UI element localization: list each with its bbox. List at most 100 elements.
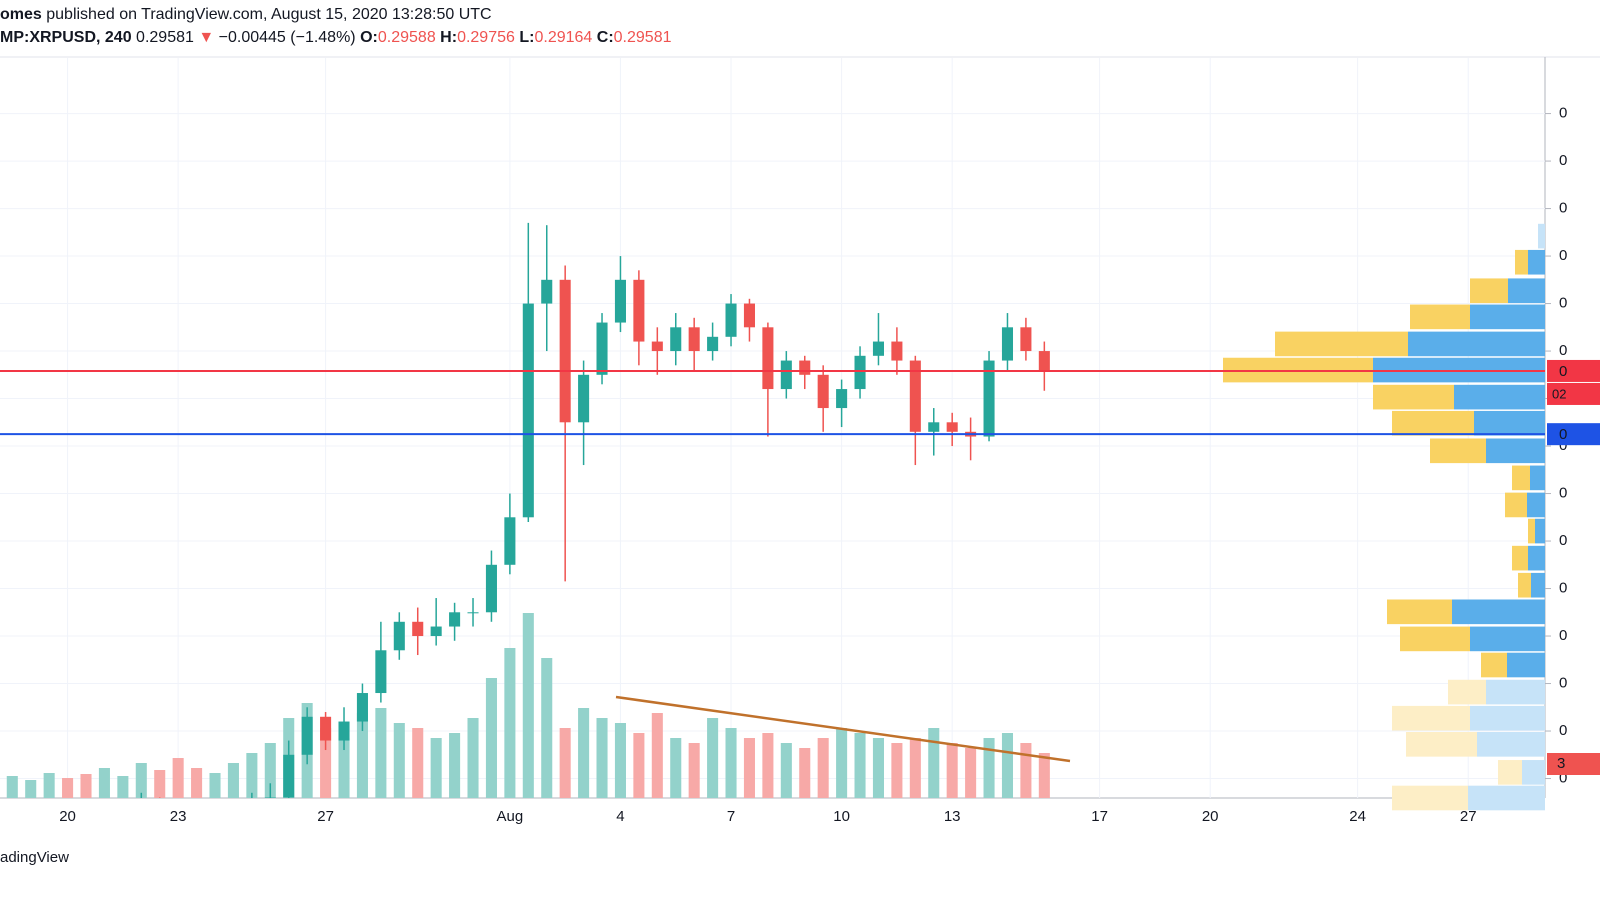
candle-body xyxy=(743,303,755,328)
y-tick-label: 0 xyxy=(1559,532,1567,549)
price-badge-label: 0 xyxy=(1559,363,1567,380)
volume-bar xyxy=(1038,753,1050,798)
candle-body xyxy=(780,360,792,390)
candle-body xyxy=(614,279,626,323)
y-tick-label: 0 xyxy=(1559,295,1567,312)
volume-bar xyxy=(725,728,737,798)
volume-bar xyxy=(707,718,719,798)
y-tick-label: 0 xyxy=(1559,722,1567,739)
candle-body xyxy=(412,621,424,637)
x-tick-label: 27 xyxy=(317,808,334,825)
x-tick-label: 10 xyxy=(833,808,850,825)
high: 0.29756 xyxy=(457,29,515,46)
header-line: omes published on TradingView.com, Augus… xyxy=(0,6,492,23)
volume-bar xyxy=(909,738,921,798)
profile-blue xyxy=(1470,304,1545,330)
volume-bar xyxy=(799,748,811,798)
y-tick-label: 0 xyxy=(1559,580,1567,597)
candle-body xyxy=(504,517,516,565)
candle-body xyxy=(301,716,313,755)
footer-brand: adingView xyxy=(0,849,69,866)
volume-bar xyxy=(6,776,18,798)
volume-bar xyxy=(393,723,405,798)
profile-yellow xyxy=(1387,599,1452,625)
profile-blue xyxy=(1470,626,1545,652)
volume-bar xyxy=(946,743,958,798)
volume-badge xyxy=(1547,753,1600,775)
volume-bar xyxy=(62,778,74,798)
y-tick-label: 0 xyxy=(1559,342,1567,359)
x-tick-label: 27 xyxy=(1460,808,1477,825)
candle-body xyxy=(338,721,350,741)
profile-yellow xyxy=(1392,705,1470,731)
y-tick-label: 0 xyxy=(1559,105,1567,122)
profile-blue xyxy=(1528,545,1545,571)
volume-bar xyxy=(375,708,387,798)
candle-body xyxy=(891,341,903,361)
volume-bar xyxy=(965,748,977,798)
profile-yellow xyxy=(1275,331,1408,357)
volume-bar xyxy=(191,768,203,798)
volume-bar xyxy=(651,713,663,798)
candle-body xyxy=(485,564,497,613)
candle-body xyxy=(1001,327,1014,361)
profile-blue xyxy=(1508,278,1545,304)
profile-blue xyxy=(1531,572,1545,598)
volume-bar xyxy=(817,738,829,798)
profile-yellow xyxy=(1470,278,1508,304)
y-tick-label: 0 xyxy=(1559,769,1567,786)
profile-blue xyxy=(1468,785,1545,811)
profile-blue xyxy=(1454,384,1545,410)
x-tick-label: Aug xyxy=(497,808,524,825)
y-tick-label: 0 xyxy=(1559,247,1567,264)
candle-body xyxy=(946,422,958,432)
profile-yellow xyxy=(1392,785,1468,811)
price-badge-label: 0 xyxy=(1559,426,1567,443)
candle-body xyxy=(541,279,553,304)
volume-bar xyxy=(43,773,55,798)
candle-body xyxy=(1038,351,1050,371)
c-label: C: xyxy=(597,29,614,46)
x-tick-label: 17 xyxy=(1091,808,1108,825)
volume-bar xyxy=(928,728,940,798)
candle-body xyxy=(707,336,719,352)
volume-bar xyxy=(264,743,276,798)
o-label: O: xyxy=(360,29,378,46)
close: 0.29581 xyxy=(614,29,672,46)
profile-blue xyxy=(1408,331,1545,357)
arrow: ▼ xyxy=(198,29,214,46)
trend-line xyxy=(615,695,1071,763)
y-tick-label: 0 xyxy=(1559,485,1567,502)
x-tick-label: 23 xyxy=(170,808,187,825)
candle-body xyxy=(670,327,682,352)
candle-body xyxy=(909,360,921,432)
price-badge xyxy=(1547,423,1600,446)
x-tick-label: 13 xyxy=(944,808,961,825)
candle-body xyxy=(375,650,387,694)
candle-body xyxy=(633,279,645,342)
y-tick-label: 0 xyxy=(1559,675,1567,692)
profile-yellow xyxy=(1515,249,1528,275)
volume-bar xyxy=(541,658,553,798)
candle-body xyxy=(872,341,884,356)
volume-bar xyxy=(596,718,608,798)
volume-bar xyxy=(688,743,700,798)
volume-bar xyxy=(1001,733,1014,798)
x-tick-label: 24 xyxy=(1349,808,1366,825)
candle-body xyxy=(522,303,534,518)
change: −0.00445 (−1.48%) xyxy=(219,29,356,46)
volume-bar xyxy=(430,738,442,798)
volume-bar xyxy=(891,743,903,798)
volume-bar xyxy=(412,728,424,798)
volume-bar xyxy=(872,738,884,798)
volume-bar xyxy=(246,753,258,798)
author: omes xyxy=(0,6,42,23)
volume-bar xyxy=(522,613,534,798)
volume-bar xyxy=(983,738,995,798)
profile-blue xyxy=(1522,760,1545,785)
x-tick-label: 20 xyxy=(59,808,76,825)
profile-yellow xyxy=(1392,410,1474,436)
volume-bar xyxy=(836,728,848,798)
candle-body xyxy=(356,693,368,722)
